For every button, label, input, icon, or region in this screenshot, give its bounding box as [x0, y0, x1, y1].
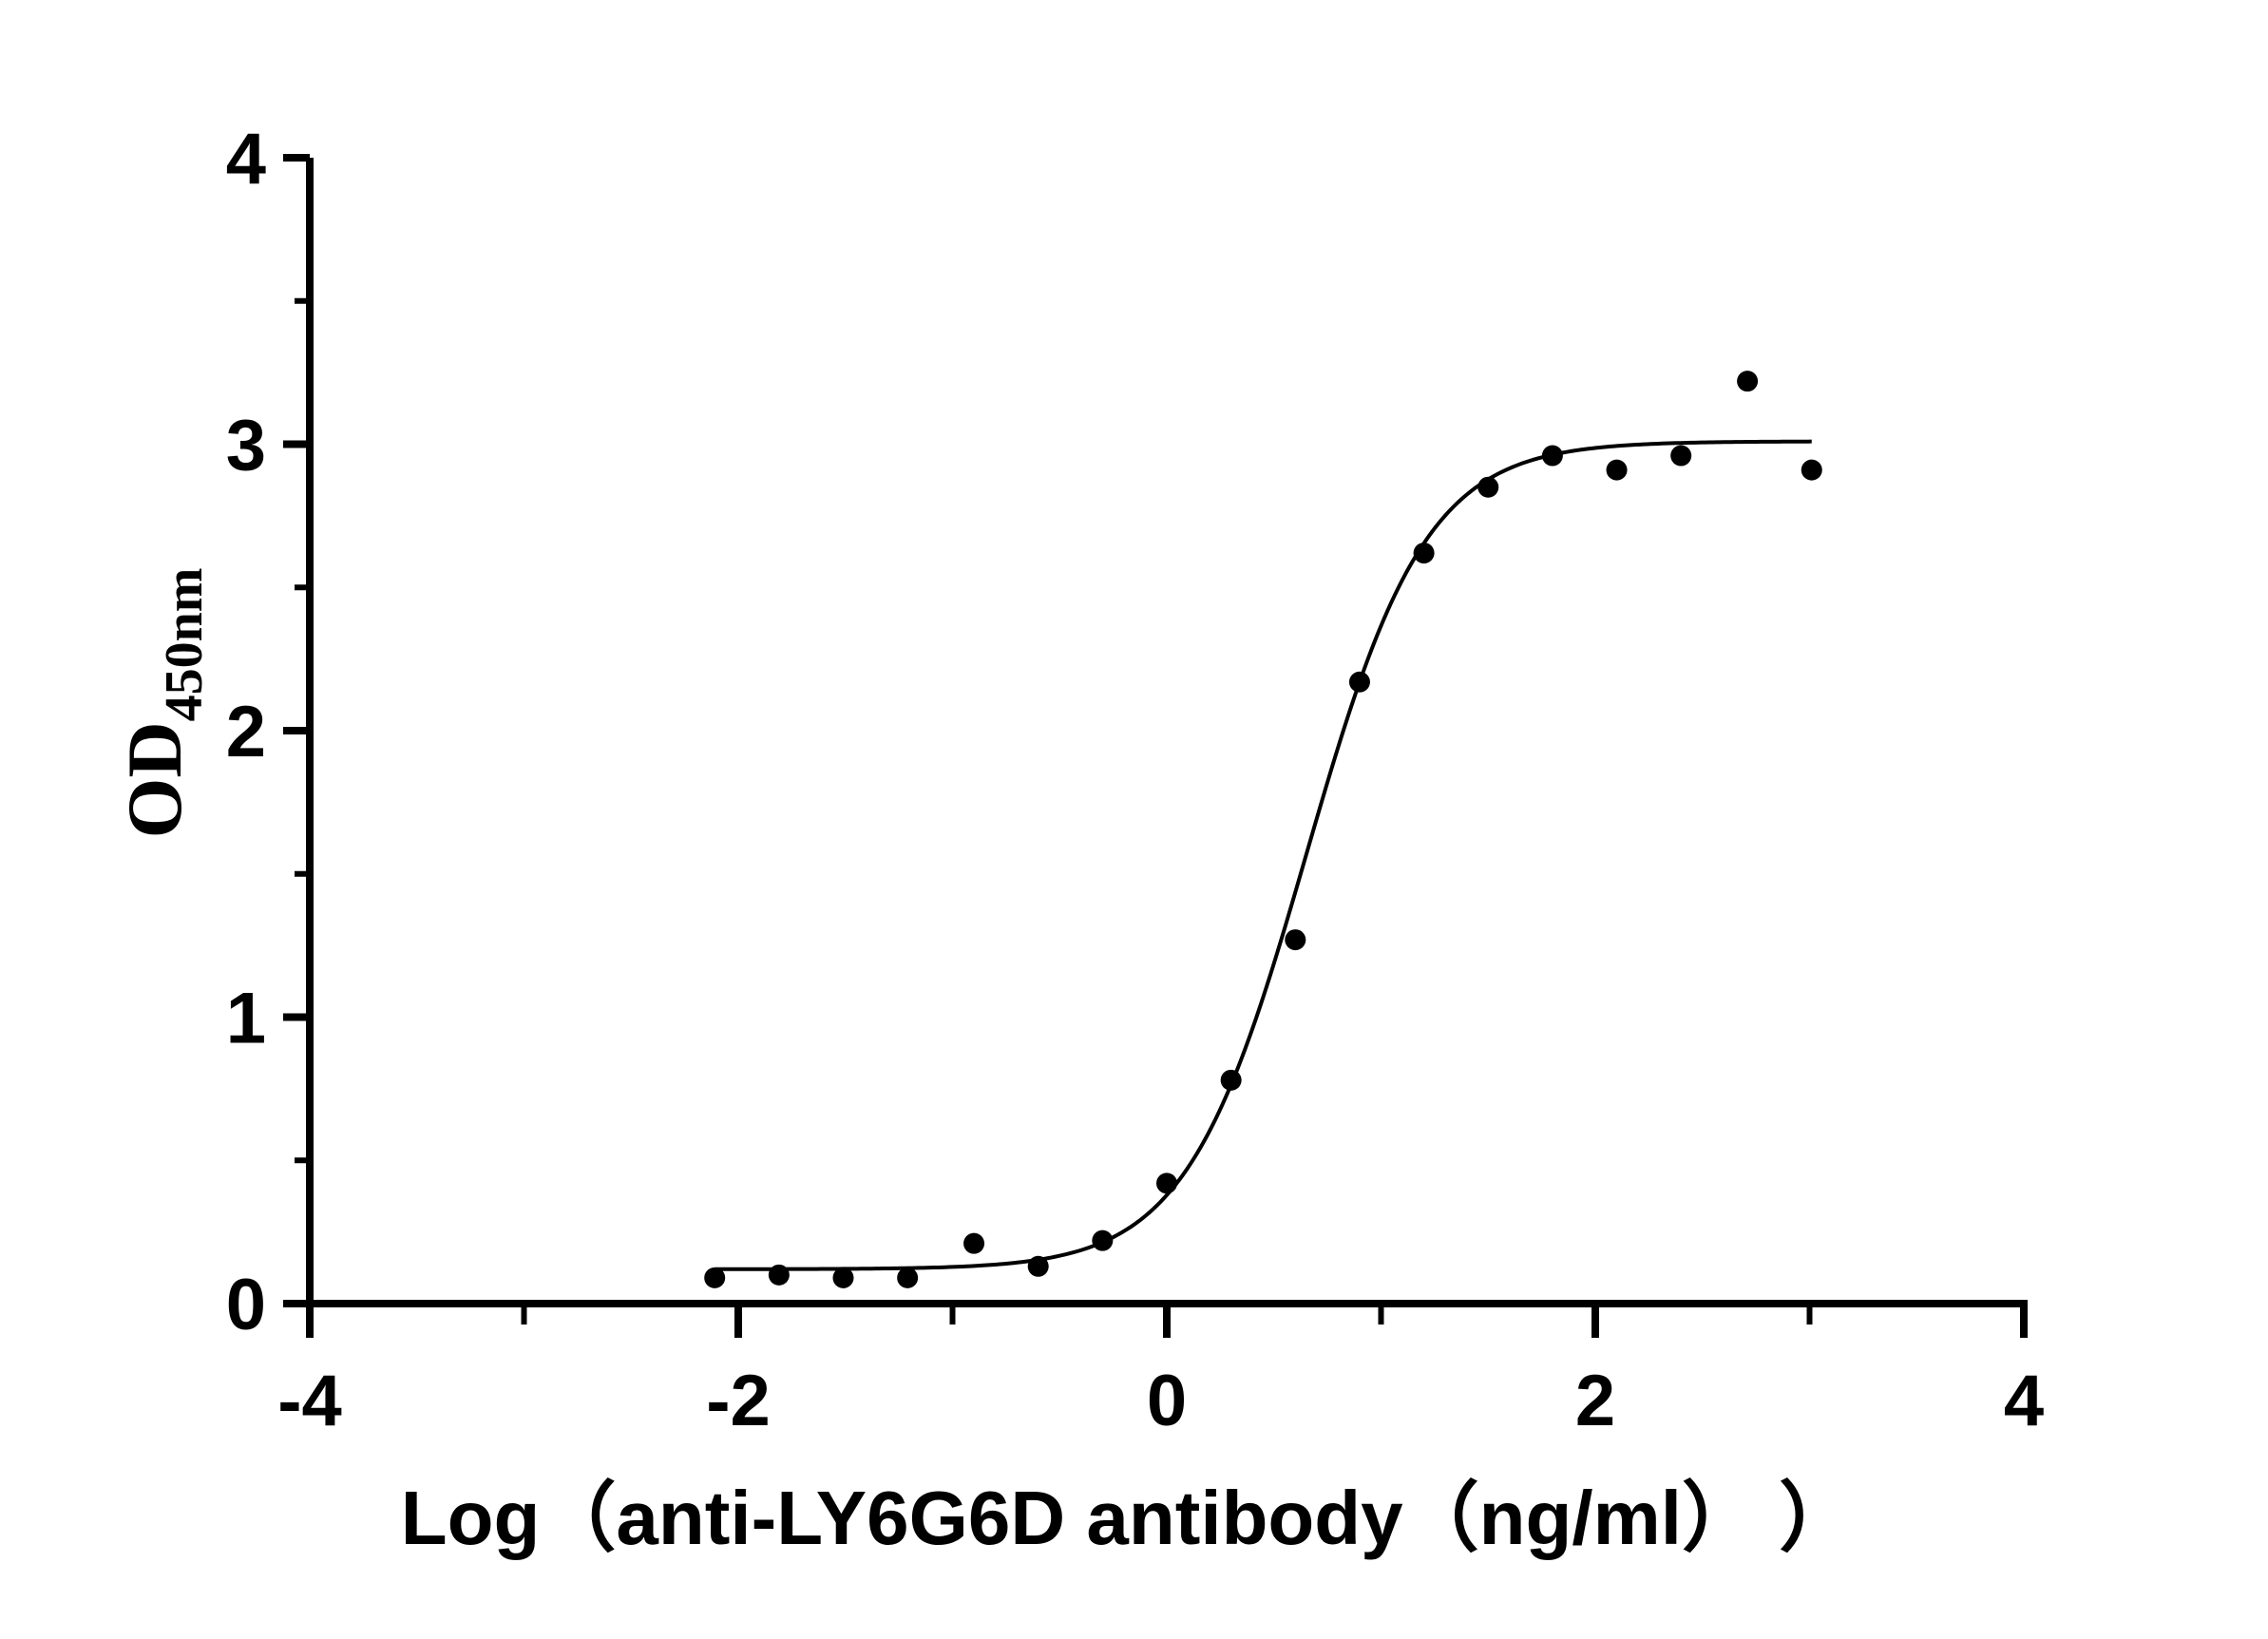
data-point: [897, 1267, 919, 1288]
x-tick-label: -2: [706, 1361, 771, 1441]
data-point: [1801, 459, 1822, 481]
data-point: [768, 1264, 790, 1286]
data-point: [1220, 1069, 1242, 1091]
tick-labels: 0 1 2 3 4 -4 -2 0 2 4: [226, 119, 2044, 1441]
data-point: [1477, 476, 1499, 498]
x-axis-title: Log（anti-LY6G6D antibody（ng/ml） ）: [401, 1476, 1855, 1560]
x-tick-label: 2: [1575, 1361, 1615, 1441]
x-tick-label: 0: [1147, 1361, 1187, 1441]
x-tick-label: 4: [2004, 1361, 2044, 1441]
data-point: [1737, 371, 1759, 392]
y-tick-label: 3: [226, 406, 266, 486]
y-axis-title: OD450nm: [111, 568, 214, 839]
axes: [283, 154, 2028, 1338]
y-axis-title-subscript: 450nm: [155, 568, 214, 722]
fit-curve-group: [715, 439, 1812, 1271]
data-point: [1541, 445, 1563, 467]
data-points: [704, 371, 1822, 1288]
data-point: [1027, 1255, 1049, 1277]
data-point: [963, 1232, 985, 1254]
y-axis-title-main: OD: [111, 721, 198, 838]
y-tick-label: 0: [226, 1265, 266, 1345]
data-point: [1413, 543, 1435, 564]
y-tick-label: 4: [226, 119, 266, 200]
data-point: [704, 1267, 726, 1288]
data-point: [832, 1267, 854, 1288]
fit-curve: [715, 439, 1812, 1271]
data-point: [1092, 1229, 1114, 1251]
data-point: [1606, 459, 1628, 481]
y-tick-label: 2: [226, 692, 266, 772]
x-tick-label: -4: [277, 1361, 342, 1441]
data-point: [1156, 1172, 1177, 1194]
y-tick-label: 1: [226, 979, 266, 1059]
data-point: [1285, 929, 1306, 951]
data-point: [1670, 445, 1692, 467]
data-point: [1348, 671, 1370, 693]
